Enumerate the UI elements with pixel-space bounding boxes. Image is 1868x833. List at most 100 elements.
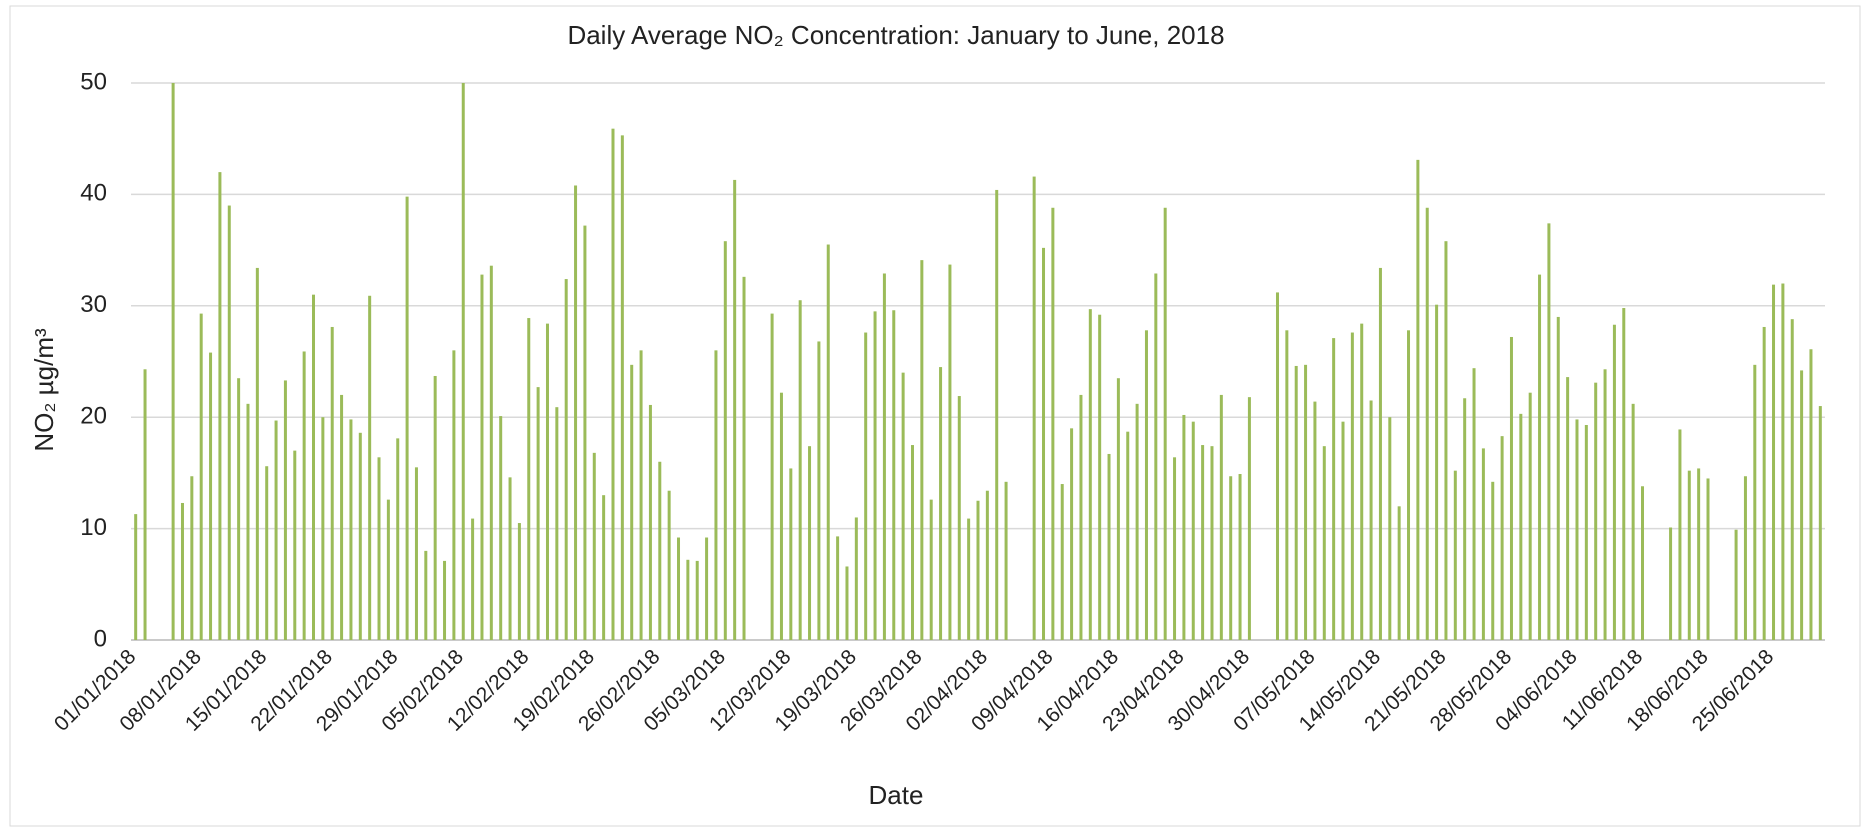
bar bbox=[517, 523, 521, 640]
bar bbox=[779, 392, 783, 640]
bar bbox=[611, 128, 615, 640]
bar bbox=[639, 350, 643, 640]
bar bbox=[1818, 406, 1822, 640]
bar bbox=[1285, 330, 1289, 640]
bar bbox=[1060, 484, 1064, 640]
bar bbox=[1790, 319, 1794, 640]
bar bbox=[1407, 330, 1411, 640]
chart-title: Daily Average NO₂ Concentration: January… bbox=[567, 20, 1224, 50]
chart-frame bbox=[9, 5, 1861, 827]
bar bbox=[1603, 369, 1607, 640]
bar bbox=[658, 461, 662, 640]
bar bbox=[433, 375, 437, 640]
bar bbox=[1051, 207, 1055, 640]
bar bbox=[854, 517, 858, 640]
bar bbox=[564, 279, 568, 640]
bar bbox=[1144, 330, 1148, 640]
bar bbox=[321, 417, 325, 640]
bar bbox=[873, 311, 877, 640]
bar bbox=[1538, 274, 1542, 640]
bar bbox=[695, 560, 699, 640]
y-axis-label: NO₂ µg/m³ bbox=[29, 328, 59, 452]
bar bbox=[1444, 241, 1448, 641]
bar bbox=[882, 273, 886, 640]
bar bbox=[1584, 424, 1588, 640]
y-tick-label: 50 bbox=[80, 68, 107, 95]
bar bbox=[443, 560, 447, 640]
bar bbox=[1116, 378, 1120, 640]
bar bbox=[1210, 446, 1214, 640]
bar bbox=[340, 394, 344, 640]
bar bbox=[1481, 448, 1485, 640]
bar bbox=[1528, 392, 1532, 640]
bar bbox=[283, 380, 287, 640]
bar bbox=[1500, 436, 1504, 640]
bar bbox=[592, 452, 596, 640]
bar bbox=[1042, 247, 1046, 640]
bar bbox=[134, 514, 138, 640]
bar bbox=[1416, 159, 1420, 640]
bar bbox=[1247, 397, 1251, 640]
bar bbox=[742, 276, 746, 640]
bar bbox=[705, 537, 709, 640]
bar bbox=[817, 341, 821, 640]
bar bbox=[246, 403, 250, 640]
bar bbox=[396, 438, 400, 640]
bar bbox=[1304, 364, 1308, 640]
y-tick-label: 0 bbox=[94, 625, 107, 652]
bar bbox=[1772, 284, 1776, 640]
bar bbox=[1341, 421, 1345, 640]
bar bbox=[826, 244, 830, 640]
bar bbox=[1313, 401, 1317, 640]
bar bbox=[1809, 349, 1813, 640]
bar bbox=[957, 396, 961, 640]
bar bbox=[892, 310, 896, 640]
bar bbox=[508, 477, 512, 640]
bar bbox=[386, 499, 390, 640]
bar bbox=[1154, 273, 1158, 640]
bar bbox=[1332, 338, 1336, 640]
bar bbox=[1219, 394, 1223, 640]
bar bbox=[265, 466, 269, 640]
bar bbox=[1360, 323, 1364, 640]
bar bbox=[789, 468, 793, 640]
y-tick-label: 40 bbox=[80, 180, 107, 207]
bar bbox=[845, 566, 849, 640]
bar bbox=[1350, 332, 1354, 640]
bar bbox=[499, 416, 503, 640]
bar bbox=[349, 419, 353, 640]
bar bbox=[929, 499, 933, 640]
bar bbox=[1697, 468, 1701, 640]
bar bbox=[723, 241, 727, 641]
bar bbox=[1781, 283, 1785, 640]
bar bbox=[864, 332, 868, 640]
bar bbox=[1107, 453, 1111, 640]
bar bbox=[1294, 365, 1298, 640]
bar bbox=[1378, 267, 1382, 640]
bar bbox=[1612, 324, 1616, 640]
bar bbox=[920, 260, 924, 640]
bar bbox=[1004, 481, 1008, 640]
bar bbox=[312, 294, 316, 640]
bar bbox=[976, 500, 980, 640]
bar bbox=[1238, 474, 1242, 640]
bar bbox=[630, 364, 634, 640]
bar bbox=[1622, 308, 1626, 640]
bar bbox=[1425, 207, 1429, 640]
bar bbox=[967, 518, 971, 640]
bar bbox=[171, 83, 175, 640]
bar bbox=[180, 502, 184, 640]
bar bbox=[1743, 476, 1747, 640]
y-tick-label: 20 bbox=[80, 403, 107, 430]
bar bbox=[602, 495, 606, 640]
bar bbox=[255, 267, 259, 640]
bar bbox=[1491, 481, 1495, 640]
bar bbox=[414, 467, 418, 640]
bar bbox=[1640, 486, 1644, 640]
bar bbox=[302, 351, 306, 640]
bar bbox=[1519, 413, 1523, 640]
bar bbox=[798, 300, 802, 640]
bar bbox=[620, 135, 624, 640]
bar bbox=[1126, 431, 1130, 640]
bar bbox=[1229, 476, 1233, 640]
